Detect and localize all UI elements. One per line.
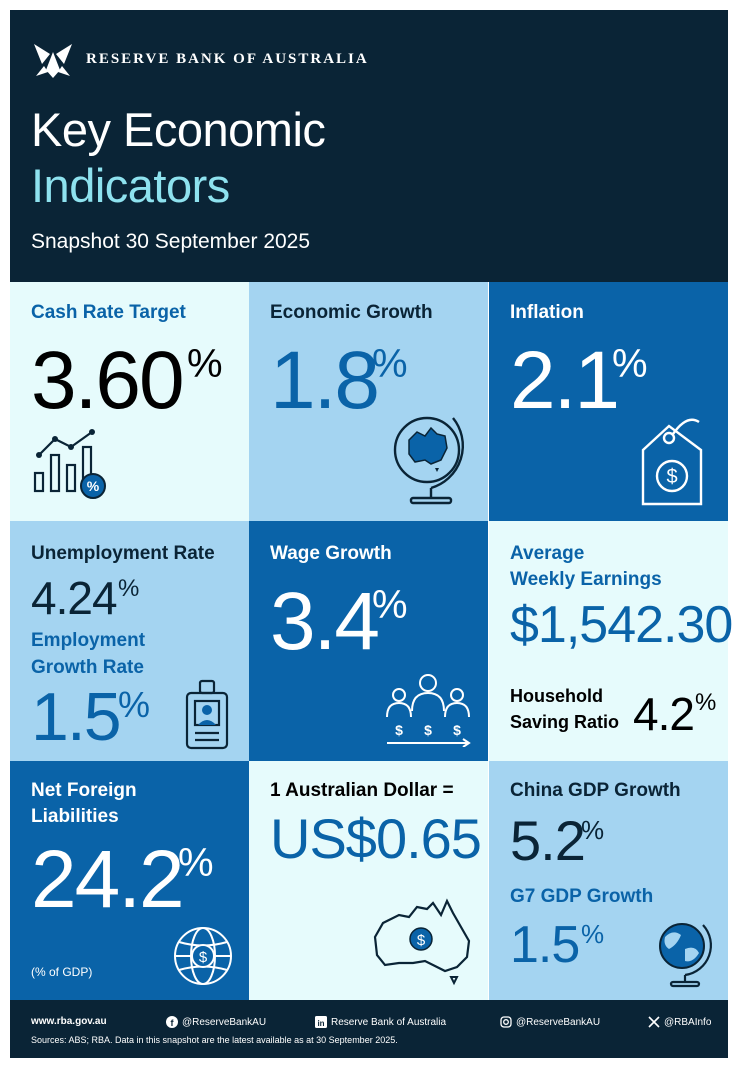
svg-text:$: $	[417, 932, 426, 949]
nfl-note: (% of GDP)	[31, 965, 93, 979]
page-title-line1: Key Economic	[31, 103, 326, 156]
wage-growth-unit: %	[372, 583, 408, 627]
globe-dollar-icon: $	[174, 927, 232, 985]
australia-dollar-icon: $	[373, 898, 471, 986]
household-saving-value: 4.2	[633, 688, 695, 740]
x-link[interactable]: @RBAInfo	[648, 1016, 711, 1028]
weekly-earnings-label-line1: Average	[510, 543, 585, 564]
employment-growth-label-line1: Employment	[31, 630, 146, 651]
bank-name: RESERVE BANK OF AUSTRALIA	[86, 51, 369, 67]
employment-growth-label-line2: Growth Rate	[31, 657, 144, 678]
g7-gdp-unit: %	[581, 919, 605, 949]
tile-net-foreign-liabilities: Net Foreign Liabilities 24.2 % (% of GDP…	[10, 761, 249, 1001]
website-link[interactable]: www.rba.gov.au	[31, 1016, 107, 1027]
globe-icon	[659, 923, 712, 988]
tile-wage-growth: Wage Growth 3.4 % $ $ $	[249, 521, 488, 761]
x-handle: @RBAInfo	[664, 1016, 712, 1028]
economic-growth-value: 1.8	[270, 335, 380, 426]
sources-note: Sources: ABS; RBA. Data in this snapshot…	[31, 1035, 398, 1045]
svg-text:$: $	[666, 466, 677, 488]
household-saving-label-line2: Saving Ratio	[510, 712, 620, 732]
linkedin-link[interactable]: in Reserve Bank of Australia	[315, 1016, 446, 1028]
linkedin-handle: Reserve Bank of Australia	[331, 1016, 447, 1028]
svg-text:$: $	[453, 722, 461, 738]
instagram-icon	[500, 1016, 512, 1028]
unemployment-unit: %	[118, 575, 140, 602]
svg-text:f: f	[171, 1018, 175, 1028]
globe-australia-icon	[393, 416, 464, 505]
x-icon	[648, 1016, 660, 1028]
snapshot-date: Snapshot 30 September 2025	[31, 230, 311, 253]
weekly-earnings-value: $1,542.30	[510, 596, 733, 654]
unemployment-label: Unemployment Rate	[31, 543, 215, 564]
svg-text:$: $	[199, 949, 208, 966]
household-saving-unit: %	[695, 689, 717, 716]
economic-growth-label: Economic Growth	[270, 302, 433, 323]
weekly-earnings-label-line2: Weekly Earnings	[510, 569, 662, 590]
cash-rate-label: Cash Rate Target	[31, 302, 186, 323]
china-gdp-unit: %	[581, 815, 605, 845]
inflation-unit: %	[612, 342, 648, 386]
header: RESERVE BANK OF AUSTRALIA Key Economic I…	[10, 10, 728, 282]
nfl-value: 24.2	[31, 834, 185, 925]
aud-value: US$0.65	[270, 807, 482, 870]
economic-growth-unit: %	[372, 342, 408, 386]
nfl-label-line2: Liabilities	[31, 806, 119, 827]
tile-unemployment: Unemployment Rate 4.24 % Employment Grow…	[10, 521, 249, 761]
page-title-line2: Indicators	[31, 159, 230, 212]
price-tag-dollar-icon: $	[641, 418, 703, 506]
people-dollar-icon: $ $ $	[386, 674, 471, 747]
china-gdp-value: 5.2	[510, 809, 586, 872]
nfl-unit: %	[178, 841, 214, 885]
employment-growth-value: 1.5	[31, 679, 122, 755]
svg-text:$: $	[395, 722, 403, 738]
wage-growth-value: 3.4	[270, 576, 380, 667]
china-gdp-label: China GDP Growth	[510, 780, 681, 801]
inflation-label: Inflation	[510, 302, 584, 323]
instagram-handle: @ReserveBankAU	[516, 1016, 601, 1028]
nfl-label-line1: Net Foreign	[31, 780, 137, 801]
inflation-value: 2.1	[510, 335, 620, 426]
unemployment-value: 4.24	[31, 572, 118, 624]
facebook-handle: @ReserveBankAU	[182, 1016, 267, 1028]
household-saving-label-line1: Household	[510, 686, 603, 706]
linkedin-icon: in	[315, 1016, 327, 1028]
svg-text:%: %	[87, 478, 100, 494]
g7-gdp-value: 1.5	[510, 916, 580, 974]
employment-growth-unit: %	[118, 684, 151, 725]
tile-cash-rate: Cash Rate Target 3.60 % %	[10, 282, 249, 522]
wage-growth-label: Wage Growth	[270, 543, 392, 564]
svg-text:$: $	[424, 722, 432, 738]
rba-logo-icon	[34, 44, 72, 78]
cash-rate-value: 3.60	[31, 335, 185, 426]
facebook-link[interactable]: f @ReserveBankAU	[166, 1016, 266, 1028]
tile-china-g7-gdp: China GDP Growth 5.2 % G7 GDP Growth 1.5…	[489, 761, 728, 1001]
aud-label: 1 Australian Dollar =	[270, 780, 454, 801]
id-badge-icon	[185, 679, 229, 750]
cash-rate-unit: %	[187, 342, 223, 386]
instagram-link[interactable]: @ReserveBankAU	[500, 1016, 600, 1028]
footer: www.rba.gov.au f @ReserveBankAU in Reser…	[10, 1000, 728, 1058]
tile-weekly-earnings: Average Weekly Earnings $1,542.30 Househ…	[489, 521, 733, 761]
g7-gdp-label: G7 GDP Growth	[510, 886, 654, 907]
facebook-icon: f	[166, 1016, 178, 1028]
bar-chart-percent-icon: %	[33, 429, 106, 499]
tile-economic-growth: Economic Growth 1.8 %	[249, 282, 488, 522]
tile-inflation: Inflation 2.1 % $	[489, 282, 728, 522]
tile-aud: 1 Australian Dollar = US$0.65 $	[249, 761, 488, 1001]
svg-text:in: in	[317, 1019, 324, 1028]
